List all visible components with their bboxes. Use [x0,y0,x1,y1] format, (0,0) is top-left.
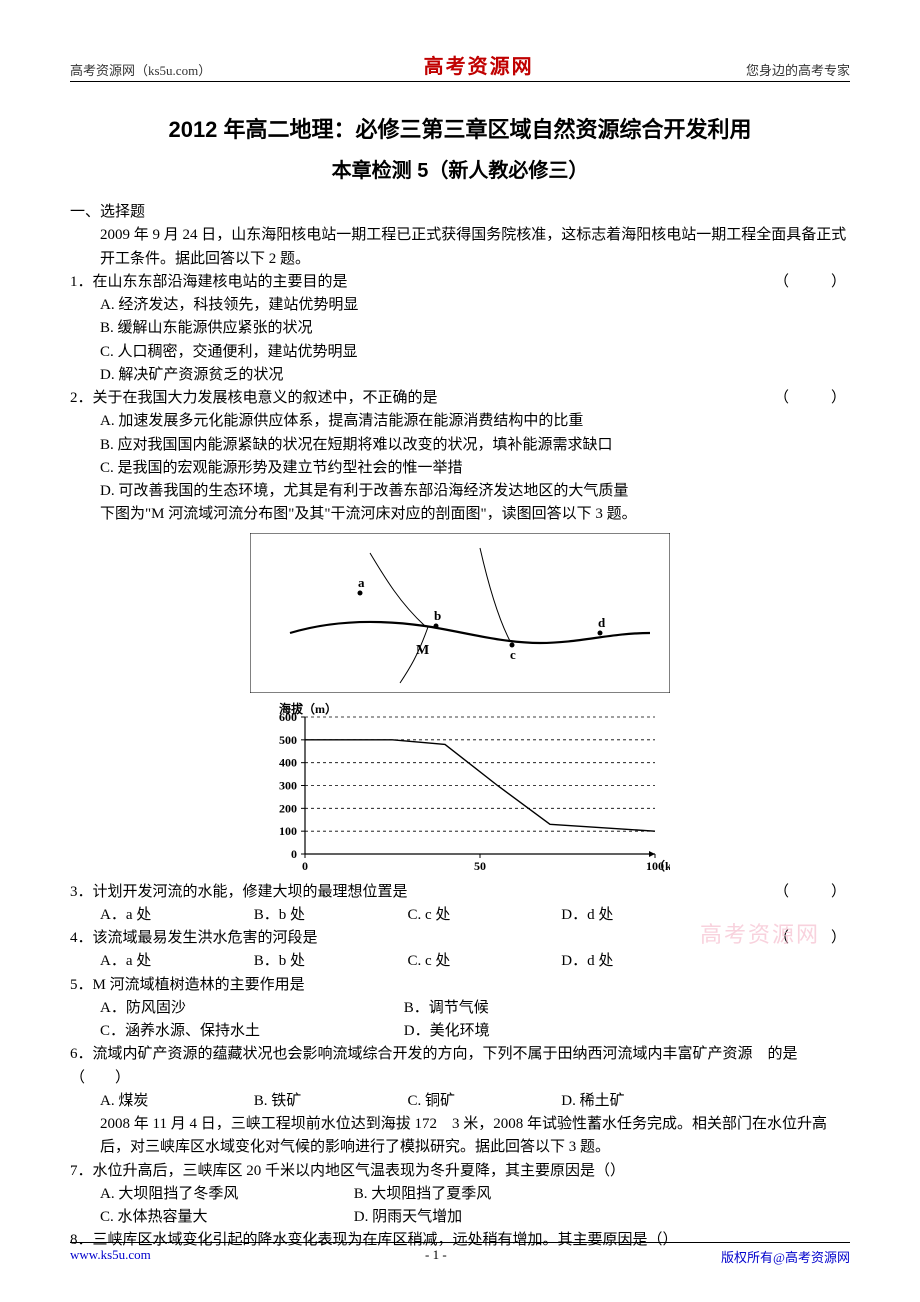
header-center: 高考资源网 [424,50,534,79]
q3-opt-b: B．b 处 [254,904,404,927]
page-header: 高考资源网（ks5u.com） 高考资源网 您身边的高考专家 [70,50,850,82]
q6-opt-a: A. 煤炭 [100,1090,250,1113]
svg-text:100: 100 [279,824,297,838]
doc-title-1: 2012 年高二地理：必修三第三章区域自然资源综合开发利用 [70,112,850,144]
svg-text:c: c [510,647,516,662]
svg-text:600: 600 [279,710,297,724]
q2-opt-d: D. 可改善我国的生态环境，尤其是有利于改善东部沿海经济发达地区的大气质量 [100,480,700,503]
question-6: 6．流域内矿产资源的蕴藏状况也会影响流域综合开发的方向，下列不属于田纳西河流域内… [70,1043,850,1113]
river-map-svg: a b c d M [250,533,670,693]
q1-stem: 1．在山东东部沿海建核电站的主要目的是 [70,274,348,290]
profile-chart-figure: 海拔（m）0100200300400500600050100（km） [70,699,850,879]
header-right: 您身边的高考专家 [746,60,850,79]
question-3: 3．计划开发河流的水能，修建大坝的最理想位置是 （ ） A．a 处 B．b 处 … [70,881,850,928]
q1-opt-c: C. 人口稠密，交通便利，建站优势明显 [100,341,700,364]
header-left: 高考资源网（ks5u.com） [70,60,211,79]
svg-text:300: 300 [279,778,297,792]
svg-text:（km）: （km） [653,858,670,873]
svg-text:500: 500 [279,732,297,746]
q3-opt-c: C. c 处 [408,904,558,927]
q7-stem: 7．水位升高后，三峡库区 20 千米以内地区气温表现为冬升夏降，其主要原因是（） [70,1163,625,1179]
q1-opt-d: D. 解决矿产资源贫乏的状况 [100,364,700,387]
svg-text:400: 400 [279,755,297,769]
intro-3: 2008 年 11 月 4 日，三峡工程坝前水位达到海拔 172 3 米，200… [100,1113,850,1160]
q7-opt-a: A. 大坝阻挡了冬季风 [100,1183,350,1206]
q2-opt-c: C. 是我国的宏观能源形势及建立节约型社会的惟一举措 [100,457,700,480]
svg-text:200: 200 [279,801,297,815]
q1-opt-a: A. 经济发达，科技领先，建站优势明显 [100,294,700,317]
svg-text:50: 50 [474,859,486,873]
svg-text:b: b [434,608,441,623]
page-footer: www.ks5u.com - 1 - 版权所有@高考资源网 [70,1242,850,1266]
q5-opt-d: D．美化环境 [404,1020,704,1043]
question-7: 7．水位升高后，三峡库区 20 千米以内地区气温表现为冬升夏降，其主要原因是（）… [70,1160,850,1230]
question-2: 2．关于在我国大力发展核电意义的叙述中，不正确的是 （ ） A. 加速发展多元化… [70,387,850,503]
footer-copy: 版权所有@高考资源网 [721,1247,850,1266]
q4-opt-b: B．b 处 [254,950,404,973]
q3-opt-a: A．a 处 [100,904,250,927]
doc-title-2: 本章检测 5（新人教必修三） [70,154,850,183]
footer-page: - 1 - [425,1247,447,1266]
q4-opt-c: C. c 处 [408,950,558,973]
q4-opt-d: D．d 处 [561,950,711,973]
q1-opt-b: B. 缓解山东能源供应紧张的状况 [100,317,700,340]
q2-opt-b: B. 应对我国国内能源紧缺的状况在短期将难以改变的状况，填补能源需求缺口 [100,434,700,457]
svg-text:0: 0 [291,847,297,861]
q2-stem: 2．关于在我国大力发展核电意义的叙述中，不正确的是 [70,390,438,406]
q1-paren: （ ） [774,271,850,294]
q6-opt-b: B. 铁矿 [254,1090,404,1113]
q6-opt-c: C. 铜矿 [408,1090,558,1113]
question-4: 4．该流域最易发生洪水危害的河段是 （ ） A．a 处 B．b 处 C. c 处… [70,927,850,974]
q5-opt-b: B．调节气候 [404,997,704,1020]
svg-text:0: 0 [302,859,308,873]
question-1: 1．在山东东部沿海建核电站的主要目的是 （ ） A. 经济发达，科技领先，建站优… [70,271,850,387]
river-map-figure: a b c d M [70,533,850,693]
svg-text:d: d [598,615,606,630]
q5-stem: 5．M 河流域植树造林的主要作用是 [70,977,305,993]
question-5: 5．M 河流域植树造林的主要作用是 A．防风固沙 B．调节气候 C．涵养水源、保… [70,974,850,1044]
q3-paren: （ ） [774,881,850,904]
q7-opt-d: D. 阴雨天气增加 [354,1206,604,1229]
q4-stem: 4．该流域最易发生洪水危害的河段是 [70,930,318,946]
q3-stem: 3．计划开发河流的水能，修建大坝的最理想位置是 [70,884,408,900]
q6-opt-d: D. 稀土矿 [561,1090,711,1113]
q5-opt-c: C．涵养水源、保持水土 [100,1020,400,1043]
map-intro: 下图为"M 河流域河流分布图"及其"干流河床对应的剖面图"，读图回答以下 3 题… [100,503,850,526]
svg-text:a: a [358,575,365,590]
q3-opt-d: D．d 处 [561,904,711,927]
q6-stem: 6．流域内矿产资源的蕴藏状况也会影响流域综合开发的方向，下列不属于田纳西河流域内… [70,1046,798,1085]
profile-chart-svg: 海拔（m）0100200300400500600050100（km） [250,699,670,879]
intro-1: 2009 年 9 月 24 日，山东海阳核电站一期工程已正式获得国务院核准，这标… [100,224,850,271]
q4-opt-a: A．a 处 [100,950,250,973]
q5-opt-a: A．防风固沙 [100,997,400,1020]
svg-text:M: M [416,643,429,658]
q4-paren: （ ） [774,927,850,950]
q2-paren: （ ） [774,387,850,410]
q7-opt-c: C. 水体热容量大 [100,1206,350,1229]
footer-url: www.ks5u.com [70,1247,151,1266]
section-heading: 一、选择题 [70,201,850,224]
q7-opt-b: B. 大坝阻挡了夏季风 [354,1183,604,1206]
q2-opt-a: A. 加速发展多元化能源供应体系，提高清洁能源在能源消费结构中的比重 [100,410,700,433]
